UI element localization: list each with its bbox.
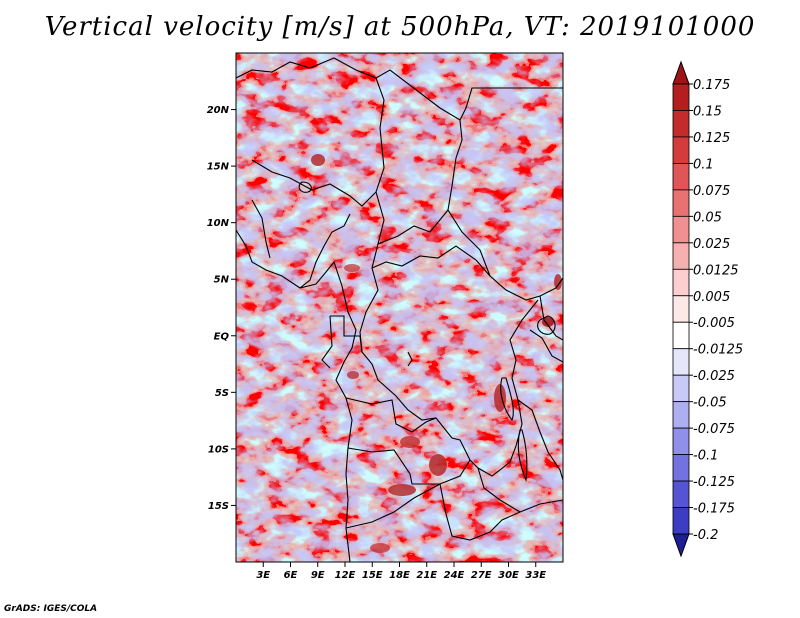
map-panel: 20N 15N 10N 5N EQ 5S 10S 15S 3E 6E 9E 12E 15E 18E 21E… xyxy=(207,52,564,581)
colorbar-segment xyxy=(672,348,690,376)
lon-tick-label: 24E xyxy=(444,570,465,581)
colorbar-segment xyxy=(672,215,690,244)
lon-tick-label: 21E xyxy=(416,570,437,581)
lat-tick-label: 15S xyxy=(208,501,229,512)
colorbar-label: -0.05 xyxy=(693,396,727,411)
colorbar-segment xyxy=(672,242,690,270)
lon-tick-label: 33E xyxy=(525,570,546,581)
colorbar-label: -0.125 xyxy=(693,475,735,490)
colorbar-label: 0.175 xyxy=(693,78,730,93)
colorbar-segment xyxy=(672,136,690,164)
colorbar-segment xyxy=(672,507,690,535)
lon-tick-label: 9E xyxy=(311,570,325,581)
lon-tick-label: 15E xyxy=(362,570,383,581)
colorbar-label: -0.0125 xyxy=(693,343,743,358)
colorbar-bottom-arrow xyxy=(672,533,690,558)
colorbar-label: 0.05 xyxy=(693,210,722,225)
colorbar-label: 0.005 xyxy=(693,290,730,305)
colorbar-segment xyxy=(672,480,690,508)
lat-tick-label: 5S xyxy=(215,388,229,399)
colorbar-label: -0.2 xyxy=(693,528,718,543)
grads-credit: GrADS: IGES/COLA xyxy=(4,604,98,614)
lon-tick-label: 18E xyxy=(389,570,410,581)
colorbar-segment xyxy=(672,295,690,323)
colorbar-segment xyxy=(672,83,690,111)
lat-tick-label: 10N xyxy=(207,218,230,229)
colorbar-segment xyxy=(672,401,690,429)
colorbar-segment xyxy=(672,427,690,455)
lon-tick-label: 3E xyxy=(256,570,270,581)
lat-tick-label: EQ xyxy=(214,331,230,342)
lat-tick-label: 10S xyxy=(208,444,229,455)
longitude-axis: 3E 6E 9E 12E 15E 18E 21E 24E 27E 30E 33E xyxy=(256,562,546,581)
colorbar-label: 0.1 xyxy=(693,157,714,172)
colorbar-label: -0.025 xyxy=(693,369,735,384)
colorbar: 0.175 0.15 0.125 0.1 0.075 0.05 0.025 0.0125 0.0… xyxy=(672,60,743,558)
lat-tick-label: 15N xyxy=(207,162,230,173)
lake-outlines xyxy=(298,181,556,483)
strong-updraft-patches xyxy=(311,154,562,553)
velocity-field-blue xyxy=(236,53,563,562)
colorbar-segment xyxy=(672,321,690,350)
lon-tick-label: 6E xyxy=(284,570,298,581)
country-borders xyxy=(236,57,563,562)
colorbar-label: -0.075 xyxy=(693,422,735,437)
colorbar-label: 0.15 xyxy=(693,104,722,119)
lat-tick-label: 20N xyxy=(207,105,230,116)
colorbar-segment xyxy=(672,163,690,191)
colorbar-segment xyxy=(672,374,690,403)
colorbar-segment xyxy=(672,454,690,482)
colorbar-label: 0.025 xyxy=(693,237,730,252)
colorbar-label: 0.125 xyxy=(693,131,730,146)
lon-tick-label: 27E xyxy=(471,570,492,581)
colorbar-segment xyxy=(672,189,690,217)
colorbar-label: 0.075 xyxy=(693,184,730,199)
lat-tick-label: 5N xyxy=(214,275,230,286)
colorbar-label: 0.0125 xyxy=(693,263,739,278)
colorbar-label: -0.1 xyxy=(693,449,718,464)
colorbar-top-arrow xyxy=(672,60,690,85)
colorbar-label: -0.175 xyxy=(693,502,735,517)
colorbar-segment xyxy=(672,268,690,297)
colorbar-label: -0.005 xyxy=(693,316,735,331)
latitude-axis: 20N 15N 10N 5N EQ 5S 10S 15S xyxy=(207,105,236,512)
colorbar-segment xyxy=(672,110,690,138)
lon-tick-label: 12E xyxy=(335,570,356,581)
lon-tick-label: 30E xyxy=(498,570,519,581)
map-title: Vertical velocity [m/s] at 500hPa, VT: 2… xyxy=(44,12,756,42)
